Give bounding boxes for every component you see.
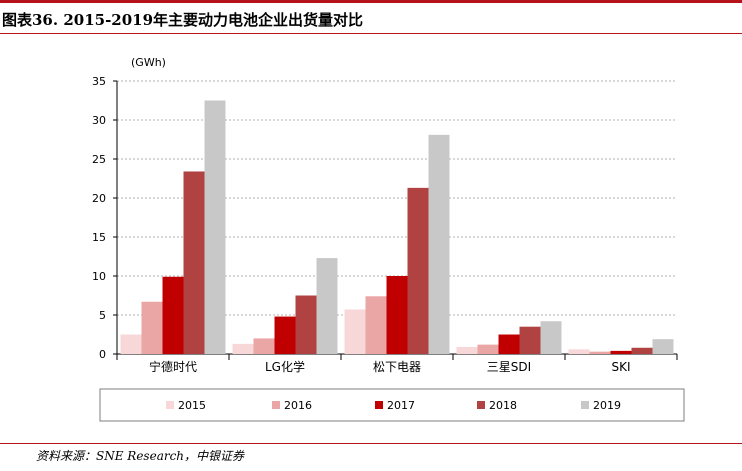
bar-2017-0 — [162, 276, 184, 354]
bar-2017-2 — [386, 276, 408, 354]
bar-2016-1 — [253, 338, 275, 354]
legend-swatch-2018 — [477, 401, 485, 409]
bar-2015-3 — [456, 346, 478, 354]
bar-2015-2 — [344, 309, 366, 354]
bar-2016-2 — [365, 296, 387, 354]
legend-swatch-2019 — [581, 401, 589, 409]
bar-2019-4 — [652, 339, 674, 354]
bar-2018-1 — [295, 295, 317, 354]
y-tick-label: 0 — [99, 348, 106, 361]
bar-2016-4 — [589, 351, 611, 354]
bar-2015-4 — [568, 349, 590, 354]
x-category-label: 宁德时代 — [149, 359, 197, 374]
bar-2019-2 — [428, 134, 450, 354]
bar-chart: (GWh) 0 5 10 15 20 25 30 35 宁德时代 LG化学 松下电器 三星SDI SKI 2… — [92, 56, 685, 422]
legend-swatch-2016 — [272, 401, 280, 409]
bar-2019-1 — [316, 258, 338, 354]
y-tick-label: 35 — [92, 75, 106, 88]
bar-2018-4 — [631, 347, 653, 354]
x-category-label: SKI — [611, 360, 630, 374]
bar-2017-3 — [498, 334, 520, 354]
source-note: 资料来源：SNE Research，中银证券 — [36, 449, 245, 463]
bar-2016-0 — [141, 301, 163, 354]
x-category-label: LG化学 — [265, 359, 305, 374]
bar-2017-1 — [274, 316, 296, 354]
bottom-rule — [0, 443, 742, 444]
title-rule — [0, 33, 742, 34]
chart-title: 图表36. 2015-2019年主要动力电池企业出货量对比 — [2, 11, 364, 29]
y-tick-label: 15 — [92, 231, 106, 244]
bar-2015-0 — [120, 334, 142, 354]
y-tick-label: 10 — [92, 270, 106, 283]
bar-2016-3 — [477, 344, 499, 354]
y-axis-unit-label: (GWh) — [131, 56, 166, 69]
bar-2017-4 — [610, 350, 632, 354]
legend-label-2016: 2016 — [284, 399, 312, 412]
bar-2019-3 — [540, 321, 562, 354]
bar-2019-0 — [204, 100, 226, 354]
legend-label-2019: 2019 — [593, 399, 621, 412]
y-tick-label: 30 — [92, 114, 106, 127]
legend-swatch-2015 — [166, 401, 174, 409]
legend-label-2017: 2017 — [387, 399, 415, 412]
y-tick-label: 25 — [92, 153, 106, 166]
legend-label-2018: 2018 — [489, 399, 517, 412]
legend-swatch-2017 — [375, 401, 383, 409]
y-tick-label: 20 — [92, 192, 106, 205]
bar-2018-3 — [519, 326, 541, 354]
y-tick-label: 5 — [99, 309, 106, 322]
bar-2018-0 — [183, 171, 205, 354]
top-rule — [0, 0, 742, 3]
bar-2015-1 — [232, 343, 254, 354]
x-category-label: 三星SDI — [487, 360, 531, 374]
bar-2018-2 — [407, 187, 429, 354]
legend-label-2015: 2015 — [178, 399, 206, 412]
x-category-label: 松下电器 — [373, 360, 421, 374]
